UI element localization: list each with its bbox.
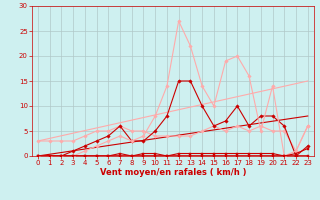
X-axis label: Vent moyen/en rafales ( km/h ): Vent moyen/en rafales ( km/h ) bbox=[100, 168, 246, 177]
